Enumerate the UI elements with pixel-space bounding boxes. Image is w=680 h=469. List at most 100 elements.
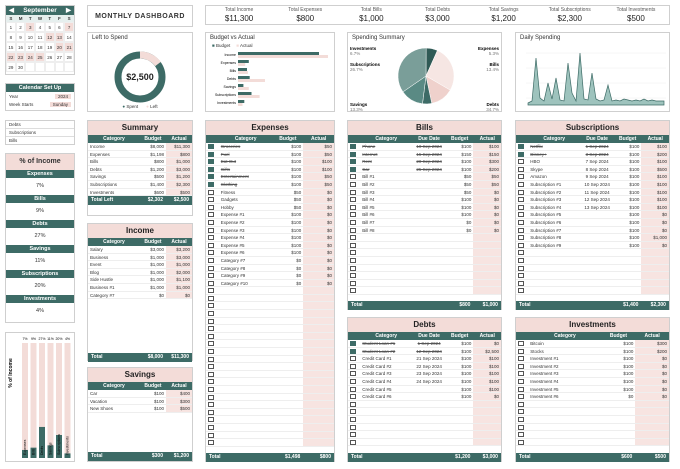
calendar-day[interactable]: 23 xyxy=(15,52,26,62)
row-checkbox[interactable] xyxy=(518,144,524,149)
row-checkbox[interactable] xyxy=(518,394,524,400)
row-checkbox[interactable] xyxy=(518,356,524,362)
row-checkbox[interactable] xyxy=(208,174,214,180)
row-checkbox[interactable] xyxy=(518,189,524,195)
row-checkbox[interactable] xyxy=(208,144,214,149)
row-checkbox[interactable] xyxy=(350,265,356,271)
row-checkbox[interactable] xyxy=(350,204,356,210)
row-checkbox[interactable] xyxy=(208,295,214,301)
year-select[interactable]: 2024 xyxy=(54,94,71,99)
row-checkbox[interactable] xyxy=(208,235,214,241)
row-checkbox[interactable] xyxy=(518,166,524,172)
row-checkbox[interactable] xyxy=(518,401,524,407)
calendar-day[interactable]: 25 xyxy=(35,52,45,62)
row-checkbox[interactable] xyxy=(208,227,214,233)
row-checkbox[interactable] xyxy=(208,424,214,430)
row-checkbox[interactable] xyxy=(350,181,356,187)
row-checkbox[interactable] xyxy=(350,212,356,218)
prev-month-icon[interactable]: ◀ xyxy=(9,7,14,14)
calendar-day[interactable]: 9 xyxy=(15,32,26,42)
row-checkbox[interactable] xyxy=(208,341,214,347)
row-checkbox[interactable] xyxy=(208,242,214,248)
row-checkbox[interactable] xyxy=(518,341,524,346)
calendar-day[interactable]: 1 xyxy=(6,22,16,32)
row-checkbox[interactable] xyxy=(518,416,524,422)
calendar-day[interactable]: 18 xyxy=(35,42,45,52)
row-checkbox[interactable] xyxy=(208,212,214,218)
row-checkbox[interactable] xyxy=(208,318,214,324)
row-checkbox[interactable] xyxy=(518,424,524,430)
row-checkbox[interactable] xyxy=(350,273,356,279)
row-checkbox[interactable] xyxy=(208,432,214,438)
row-checkbox[interactable] xyxy=(518,204,524,210)
row-checkbox[interactable] xyxy=(350,356,356,362)
row-checkbox[interactable] xyxy=(518,159,524,165)
row-checkbox[interactable] xyxy=(208,356,214,362)
row-checkbox[interactable] xyxy=(208,333,214,339)
calendar-day[interactable]: 4 xyxy=(35,22,45,32)
row-checkbox[interactable] xyxy=(518,197,524,203)
row-checkbox[interactable] xyxy=(350,371,356,377)
row-checkbox[interactable] xyxy=(518,219,524,225)
row-checkbox[interactable] xyxy=(350,144,356,149)
calendar-day[interactable]: 29 xyxy=(6,62,16,72)
row-checkbox[interactable] xyxy=(350,424,356,430)
calendar-day[interactable]: 14 xyxy=(64,32,74,42)
row-checkbox[interactable] xyxy=(350,235,356,241)
row-checkbox[interactable] xyxy=(518,280,524,286)
row-checkbox[interactable] xyxy=(350,409,356,415)
row-checkbox[interactable] xyxy=(208,257,214,263)
row-checkbox[interactable] xyxy=(208,204,214,210)
row-checkbox[interactable] xyxy=(518,227,524,233)
row-checkbox[interactable] xyxy=(208,280,214,286)
row-checkbox[interactable] xyxy=(208,151,214,157)
calendar-day[interactable]: 27 xyxy=(54,52,65,62)
row-checkbox[interactable] xyxy=(350,174,356,180)
row-checkbox[interactable] xyxy=(208,417,214,423)
row-checkbox[interactable] xyxy=(208,166,214,172)
row-checkbox[interactable] xyxy=(518,181,524,187)
calendar-day[interactable]: 10 xyxy=(25,32,36,42)
calendar-day[interactable]: 22 xyxy=(6,52,16,62)
row-checkbox[interactable] xyxy=(208,349,214,355)
row-checkbox[interactable] xyxy=(208,440,214,446)
row-checkbox[interactable] xyxy=(518,250,524,256)
row-checkbox[interactable] xyxy=(350,348,356,354)
row-checkbox[interactable] xyxy=(518,151,524,157)
row-checkbox[interactable] xyxy=(350,280,356,286)
row-checkbox[interactable] xyxy=(208,189,214,195)
row-checkbox[interactable] xyxy=(518,235,524,241)
row-checkbox[interactable] xyxy=(208,303,214,309)
row-checkbox[interactable] xyxy=(350,151,356,157)
row-checkbox[interactable] xyxy=(208,402,214,408)
row-checkbox[interactable] xyxy=(208,288,214,294)
calendar-day[interactable]: 17 xyxy=(25,42,36,52)
row-checkbox[interactable] xyxy=(350,432,356,438)
row-checkbox[interactable] xyxy=(518,378,524,384)
row-checkbox[interactable] xyxy=(350,257,356,263)
calendar-day[interactable]: 26 xyxy=(44,52,55,62)
calendar-day[interactable]: 28 xyxy=(64,52,74,62)
calendar-day[interactable]: 6 xyxy=(54,22,65,32)
calendar-day[interactable]: 8 xyxy=(6,32,16,42)
calendar-day[interactable]: 5 xyxy=(44,22,55,32)
row-checkbox[interactable] xyxy=(350,197,356,203)
row-checkbox[interactable] xyxy=(350,363,356,369)
row-checkbox[interactable] xyxy=(350,288,356,294)
row-checkbox[interactable] xyxy=(518,386,524,392)
row-checkbox[interactable] xyxy=(518,242,524,248)
calendar-day[interactable]: 11 xyxy=(35,32,45,42)
row-checkbox[interactable] xyxy=(208,250,214,256)
row-checkbox[interactable] xyxy=(350,401,356,407)
calendar-day[interactable]: 19 xyxy=(44,42,55,52)
row-checkbox[interactable] xyxy=(518,265,524,271)
row-checkbox[interactable] xyxy=(518,432,524,438)
row-checkbox[interactable] xyxy=(208,197,214,203)
row-checkbox[interactable] xyxy=(208,219,214,225)
calendar-day[interactable]: 30 xyxy=(15,62,26,72)
row-checkbox[interactable] xyxy=(350,386,356,392)
row-checkbox[interactable] xyxy=(350,189,356,195)
row-checkbox[interactable] xyxy=(518,257,524,263)
calendar-day[interactable]: 12 xyxy=(44,32,55,42)
row-checkbox[interactable] xyxy=(208,387,214,392)
